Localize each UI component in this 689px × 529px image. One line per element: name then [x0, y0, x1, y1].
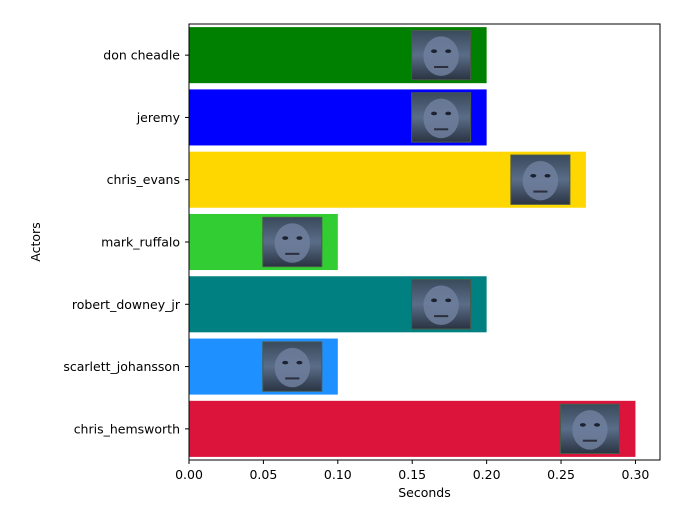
x-tick-label: 0.05 — [249, 467, 277, 482]
x-tick-label: 0.25 — [547, 467, 575, 482]
x-axis-label: Seconds — [398, 485, 451, 500]
face-thumbnail-image — [559, 403, 620, 455]
x-tick-label: 0.00 — [175, 467, 203, 482]
x-tick-label: 0.10 — [324, 467, 352, 482]
face-thumbnail-image — [510, 154, 571, 205]
face-thumbnail-image — [262, 341, 323, 392]
y-tick-label: scarlett_johansson — [63, 359, 180, 374]
y-axis-ticks: don cheadle jeremy chris_evans mark_ruffalo… — [63, 48, 189, 436]
y-axis-label: Actors — [28, 222, 43, 261]
face-thumbnail-image — [411, 29, 472, 81]
bars-layer — [189, 27, 636, 457]
x-tick-label: 0.30 — [622, 467, 650, 482]
face-thumbnail-image — [262, 216, 323, 268]
face-thumbnail-image — [411, 92, 472, 143]
face-thumbnails-layer — [262, 29, 620, 455]
x-tick-label: 0.15 — [398, 467, 426, 482]
y-tick-label: jeremy — [136, 110, 181, 125]
x-axis-ticks: 0.00 0.05 0.10 0.15 0.20 0.25 0.30 — [175, 460, 649, 482]
y-tick-label: mark_ruffalo — [101, 235, 180, 250]
x-tick-label: 0.20 — [473, 467, 501, 482]
y-tick-label: chris_evans — [107, 172, 180, 187]
y-tick-label: don cheadle — [103, 48, 180, 63]
y-tick-label: robert_downey_jr — [72, 297, 181, 312]
y-tick-label: chris_hemsworth — [74, 421, 180, 436]
face-thumbnail-image — [411, 279, 472, 330]
